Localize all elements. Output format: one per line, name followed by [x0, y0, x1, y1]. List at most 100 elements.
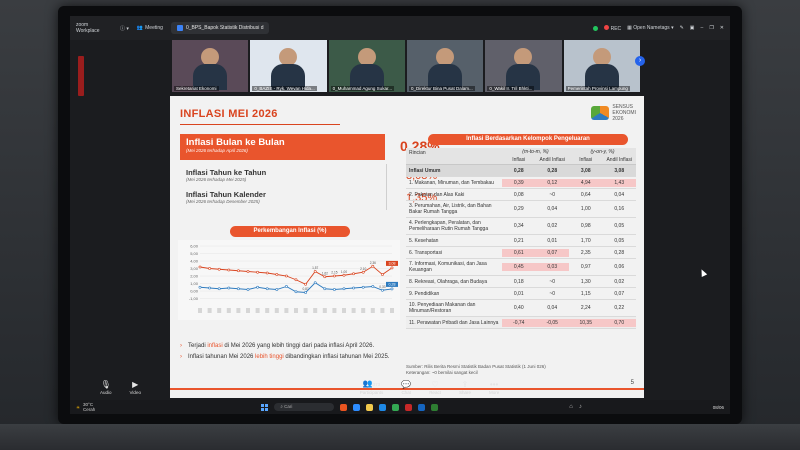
recording-indicator[interactable]: REC — [604, 24, 622, 32]
word-app-icon[interactable] — [418, 403, 426, 411]
taskbar-clock[interactable]: 08/06 — [713, 405, 724, 410]
monthly-inflation-subtitle: (Mei 2026 terhadap April 2026) — [186, 148, 248, 153]
table-row: 8. Rekreasi, Olahraga, dan Budaya 0,18 ~0 1… — [406, 276, 636, 288]
row-value: 0,64 — [580, 191, 591, 198]
video-button[interactable]: ▶ Video — [130, 380, 141, 395]
row-value: 0,21 — [513, 237, 524, 244]
data-point — [361, 270, 365, 274]
title-underline — [180, 124, 340, 125]
react-button[interactable]: ♡ React — [429, 380, 441, 395]
participant-avatar — [279, 48, 298, 66]
row-value: 3,08 — [580, 167, 591, 174]
participant-tile[interactable]: 0_Muhammad Agung Sukar... — [328, 40, 405, 92]
edge-browser-icon[interactable] — [379, 403, 387, 411]
more-button[interactable]: ••• More — [489, 380, 499, 395]
data-label: 1,57 — [312, 266, 318, 270]
weather-widget[interactable]: ☀ 30°C Cerah — [76, 402, 95, 412]
row-value: 0,04 — [547, 305, 558, 311]
file-explorer-icon[interactable] — [366, 403, 374, 411]
speaker-icon[interactable]: ♪ — [578, 404, 582, 410]
meeting-menu[interactable]: 👥 Meeting — [137, 25, 163, 31]
rec-label: REC — [610, 25, 622, 32]
participant-avatar — [592, 48, 611, 66]
data-point — [256, 285, 260, 289]
share-button[interactable]: ⇪ Share — [459, 380, 471, 395]
bullet-item: Inflasi tahunan Mei 2026 lebih tinggi di… — [180, 353, 394, 361]
next-page-arrow-icon[interactable]: › — [635, 56, 645, 66]
network-icon[interactable]: ⌂ — [569, 404, 573, 410]
weather-desc: Cerah — [83, 407, 96, 412]
participant-tile[interactable]: Sekretariat Ekonomi — [172, 40, 249, 92]
end-label-box — [386, 260, 398, 266]
row-value: 0,29 — [513, 206, 524, 212]
row-value: 0,34 — [513, 223, 524, 229]
minimize-icon[interactable]: – — [700, 25, 704, 31]
excel-app-icon[interactable] — [431, 403, 439, 411]
participant-body — [271, 64, 306, 90]
row-value: 2,24 — [580, 305, 591, 311]
zoom-taskbar-icon[interactable] — [353, 403, 361, 411]
calendar-inflation-value: 1,35% — [406, 192, 438, 204]
participants-count: 373 — [372, 382, 381, 387]
row-value: 10,35 — [569, 318, 603, 327]
participant-tile[interactable]: Pemerintah Provinsi Lampung — [563, 40, 640, 92]
chat-button[interactable]: 💬 Chat — [401, 380, 411, 395]
data-point — [294, 278, 298, 282]
row-value: 1,00 — [580, 206, 591, 212]
participant-tile[interactable]: 0_Direktur Bina Pusat Dalam... — [406, 40, 484, 92]
taskbar-app-icon[interactable] — [340, 403, 348, 411]
restore-icon[interactable]: ❐ — [709, 25, 714, 31]
microphone-icon: 🎙 — [100, 379, 111, 389]
row-value: 0,28 — [614, 249, 625, 256]
data-point — [227, 268, 231, 272]
footer-rule — [170, 388, 644, 390]
participant-name: 0_BAZIS - Ryk. Wevan Hida... — [252, 86, 317, 91]
y-tick-label: 2,00 — [190, 274, 199, 279]
participants-button[interactable]: 👥373 Participants — [360, 379, 384, 395]
annotate-icon[interactable]: ✎ — [679, 25, 684, 31]
row-value: 1,43 — [602, 178, 636, 187]
taskbar-search[interactable]: ⌕ Cari — [274, 403, 335, 411]
header-yoy: (y-on-y, %) — [590, 149, 615, 155]
monitor-screen: zoom Workplace ⓘ ▾ 👥 Meeting 0_BPS_Bapok… — [70, 16, 730, 414]
table-row: 6. Transportasi 0,61 0,07 2,35 0,28 — [406, 247, 636, 259]
share-icon: ⇪ — [461, 379, 469, 389]
row-value: 0,01 — [547, 237, 558, 244]
row-value: 0,05 — [614, 223, 625, 229]
x-tick-marker — [236, 308, 241, 313]
participant-tile[interactable]: 0_Wakil Ir. Tril Bhkti... — [485, 40, 562, 92]
participant-tile[interactable]: 0_BAZIS - Ryk. Wevan Hida... — [250, 40, 327, 92]
row-value: ~0 — [549, 278, 556, 285]
bullet-text: Terjadi — [188, 343, 208, 349]
data-point — [246, 270, 250, 273]
data-point — [304, 282, 308, 286]
row-label: 11. Perawatan Pribadi dan Jasa Lainnya — [409, 319, 499, 326]
data-point — [342, 287, 346, 291]
meeting-controls: 🎙 Audio ▶ Video 👥373 Participants 💬 Chat ♡ Re… — [70, 374, 730, 400]
row-value: 1,70 — [580, 237, 591, 244]
x-tick-marker — [332, 308, 337, 313]
x-tick-marker — [284, 308, 289, 313]
participant-name: Pemerintah Provinsi Lampung — [565, 86, 630, 91]
security-shield-icon[interactable] — [593, 25, 599, 31]
pdf-app-icon[interactable] — [405, 403, 413, 411]
info-icon[interactable]: ⓘ ▾ — [120, 25, 129, 32]
data-point — [332, 288, 336, 291]
windows-start-icon[interactable] — [261, 403, 269, 411]
participant-name: 0_Wakil Ir. Tril Bhkti... — [487, 86, 535, 91]
caption-icon[interactable]: ▣ — [689, 25, 695, 31]
shared-slide: INFLASI MEI 2026 SENSUS EKONOMI 2026 Inf… — [170, 96, 644, 398]
row-value: 0,04 — [614, 191, 625, 198]
x-tick-marker — [370, 308, 375, 313]
y-tick-label: -1,00 — [189, 296, 199, 301]
shared-screen-tab[interactable]: 0_BPS_Bapok Statistik Distribusi d — [170, 22, 270, 34]
view-options-button[interactable]: ▦ Open Nametags ▾ — [627, 25, 674, 31]
chrome-browser-icon[interactable] — [392, 403, 400, 411]
audio-button[interactable]: 🎙 Audio — [100, 380, 112, 395]
data-label: 3,08 — [389, 261, 396, 265]
chat-label: Chat — [401, 389, 411, 395]
row-value: 0,05 — [614, 237, 625, 244]
row-value: 0,07 — [535, 248, 569, 257]
close-icon[interactable]: ✕ — [719, 25, 724, 31]
row-value: 0,97 — [580, 264, 591, 270]
